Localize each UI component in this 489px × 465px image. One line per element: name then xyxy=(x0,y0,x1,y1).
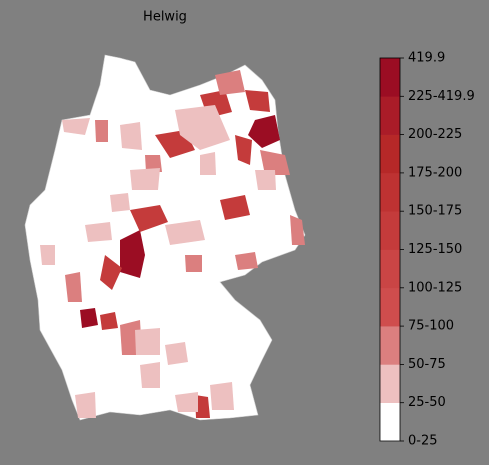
colorbar-label: 100-125 xyxy=(408,280,462,295)
colorbar-label: 419.9 xyxy=(408,51,445,66)
colorbar-segment xyxy=(380,96,400,135)
colorbar-label: 175-200 xyxy=(408,165,462,180)
colorbar-label: 50-75 xyxy=(408,357,446,372)
germany-map xyxy=(24,54,306,421)
colorbar-segment xyxy=(380,326,400,365)
colorbar-segment xyxy=(380,364,400,403)
colorbar-segment xyxy=(380,287,400,327)
colorbar: 0-25 25-50 50-75 75-100 100-125 125-150 150-17… xyxy=(379,51,475,449)
district-patches xyxy=(40,70,305,418)
colorbar-label: 150-175 xyxy=(408,204,462,219)
colorbar-label: 125-150 xyxy=(408,242,462,257)
colorbar-segment xyxy=(380,58,400,97)
map-title: Helwig xyxy=(143,10,187,25)
colorbar-segment xyxy=(380,402,400,442)
colorbar-label: 225-419.9 xyxy=(408,89,475,104)
colorbar-segment xyxy=(380,249,400,289)
country-outline xyxy=(24,54,306,421)
colorbar-label: 0-25 xyxy=(408,434,438,449)
colorbar-label: 200-225 xyxy=(408,127,462,142)
colorbar-label: 75-100 xyxy=(408,319,454,334)
colorbar-segment xyxy=(380,211,400,250)
colorbar-label: 25-50 xyxy=(408,395,446,410)
colorbar-segment xyxy=(380,134,400,174)
colorbar-segment xyxy=(380,172,400,212)
